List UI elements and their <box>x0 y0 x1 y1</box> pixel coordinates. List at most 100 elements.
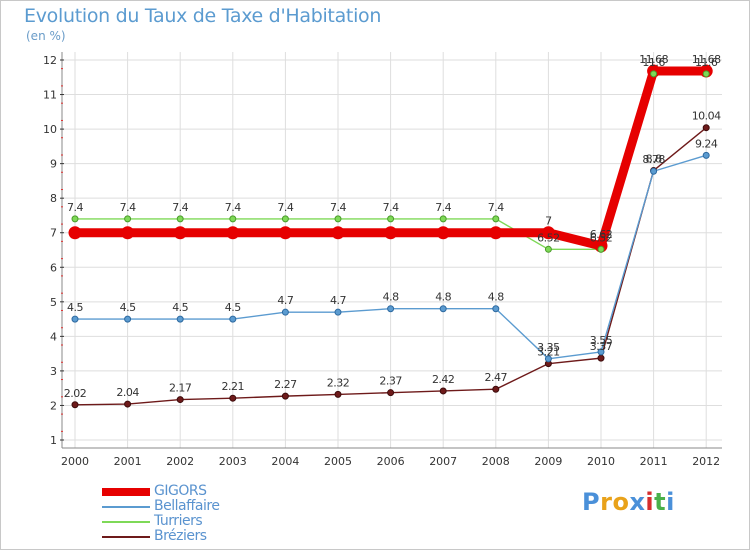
x-tick-label: 2003 <box>219 455 247 468</box>
data-label: 8.78 <box>642 153 665 166</box>
x-tick-label: 2009 <box>534 455 562 468</box>
data-label: 2.17 <box>169 382 192 395</box>
data-label: 4.5 <box>172 301 188 314</box>
data-point <box>71 401 79 409</box>
data-point <box>597 348 605 356</box>
data-point <box>173 226 187 240</box>
legend-label: GIGORS <box>154 483 207 499</box>
data-label: 2.04 <box>116 386 139 399</box>
x-tick-label: 2007 <box>429 455 457 468</box>
data-point <box>124 215 132 223</box>
data-label: 7.4 <box>225 201 241 214</box>
legend-label: Bréziers <box>154 528 207 544</box>
data-point <box>597 354 605 362</box>
data-point <box>650 167 658 175</box>
x-tick-label: 2004 <box>271 455 299 468</box>
data-point <box>541 226 555 240</box>
x-tick-label: 2005 <box>324 455 352 468</box>
data-label: 4.8 <box>383 291 399 304</box>
data-point <box>334 390 342 398</box>
data-point <box>124 400 132 408</box>
data-label: 2.37 <box>379 375 402 388</box>
legend-item-gigors: GIGORS <box>102 483 302 499</box>
data-label: 11.6 <box>642 56 665 69</box>
data-label: 3.21 <box>537 346 560 359</box>
y-tick-label: 12 <box>43 54 57 67</box>
data-label: 3.35 <box>537 341 560 354</box>
data-point <box>68 226 82 240</box>
data-point <box>702 124 710 132</box>
data-point <box>124 315 132 323</box>
data-label: 4.5 <box>225 301 241 314</box>
x-tick-label: 2001 <box>114 455 142 468</box>
data-point <box>439 215 447 223</box>
data-point-overlay <box>597 245 605 253</box>
data-point <box>281 392 289 400</box>
legend-label: Bellaffaire <box>154 498 220 514</box>
data-point <box>334 215 342 223</box>
data-label: 11.6 <box>695 56 718 69</box>
logo-letter: x <box>629 488 646 516</box>
data-label: 11.68 <box>692 53 721 66</box>
data-label: 7.4 <box>488 201 504 214</box>
data-label: 7 <box>545 215 552 228</box>
logo-letter: i <box>645 488 655 516</box>
data-point <box>436 226 450 240</box>
legend-item-bellaffaire: Bellaffaire <box>102 498 302 514</box>
data-label: 2.32 <box>327 376 350 389</box>
data-point <box>492 385 500 393</box>
logo-letter: r <box>600 488 613 516</box>
plot-area <box>62 52 722 440</box>
data-point <box>492 215 500 223</box>
data-point <box>278 226 292 240</box>
data-point <box>229 315 237 323</box>
data-point <box>439 305 447 313</box>
data-point <box>176 396 184 404</box>
y-tick-label: 9 <box>50 158 57 171</box>
y-tick-label: 4 <box>50 330 57 343</box>
data-label: 4.8 <box>488 291 504 304</box>
data-label: 2.02 <box>64 387 87 400</box>
data-point <box>71 215 79 223</box>
y-tick-label: 2 <box>50 399 57 412</box>
data-label: 4.8 <box>435 291 451 304</box>
data-point-overlay <box>702 70 710 78</box>
proxiti-logo: Proxiti <box>582 488 675 516</box>
logo-letter: t <box>654 488 667 516</box>
x-tick-label: 2006 <box>377 455 405 468</box>
data-point <box>229 394 237 402</box>
x-tick-label: 2010 <box>587 455 615 468</box>
legend-item-breziers: Bréziers <box>102 528 302 544</box>
data-point <box>489 226 503 240</box>
y-tick-label: 3 <box>50 365 57 378</box>
data-point <box>544 355 552 363</box>
data-point <box>387 305 395 313</box>
y-tick-label: 11 <box>43 89 57 102</box>
data-label: 11.68 <box>639 53 668 66</box>
logo-letter: P <box>582 488 601 516</box>
data-label: 3.37 <box>590 340 613 353</box>
y-tick-label: 6 <box>50 261 57 274</box>
legend-swatch <box>102 488 150 496</box>
y-tick-label: 8 <box>50 192 57 205</box>
chart-subtitle: (en %) <box>26 29 66 43</box>
data-label: 7.4 <box>435 201 451 214</box>
data-label: 2.27 <box>274 378 297 391</box>
data-point <box>121 226 135 240</box>
data-point <box>334 308 342 316</box>
data-point <box>71 315 79 323</box>
data-point <box>281 308 289 316</box>
chart-title: Evolution du Taux de Taxe d'Habitation <box>24 5 382 27</box>
data-point <box>176 315 184 323</box>
data-label: 9.24 <box>695 137 718 150</box>
data-point <box>387 215 395 223</box>
x-tick-label: 2002 <box>166 455 194 468</box>
data-point <box>702 151 710 159</box>
legend-swatch <box>102 521 150 523</box>
data-label: 2.42 <box>432 373 455 386</box>
data-label: 7.4 <box>330 201 346 214</box>
y-tick-label: 10 <box>43 123 57 136</box>
data-label: 6.52 <box>537 231 560 244</box>
data-label: 4.5 <box>67 301 83 314</box>
data-label: 7.4 <box>67 201 83 214</box>
